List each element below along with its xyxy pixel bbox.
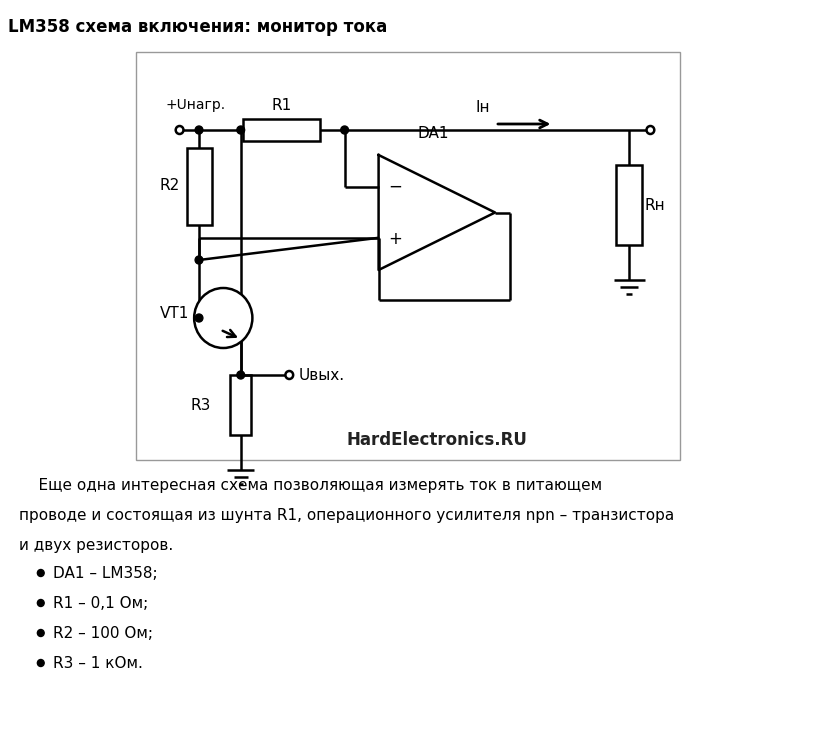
Text: Rн: Rн: [645, 198, 666, 213]
Text: +: +: [389, 230, 402, 248]
Circle shape: [38, 599, 44, 607]
Circle shape: [195, 256, 203, 264]
Circle shape: [38, 660, 44, 667]
Text: LM358 схема включения: монитор тока: LM358 схема включения: монитор тока: [8, 18, 387, 36]
Text: +Uнагр.: +Uнагр.: [165, 98, 225, 112]
Circle shape: [285, 371, 294, 379]
Circle shape: [237, 126, 244, 134]
Bar: [616, 165, 641, 245]
Text: проводе и состоящая из шунта R1, операционного усилителя npn – транзистора: проводе и состоящая из шунта R1, операци…: [19, 508, 675, 523]
Bar: [188, 148, 212, 225]
Text: DA1 – LM358;: DA1 – LM358;: [53, 566, 158, 581]
Text: DA1: DA1: [418, 126, 449, 141]
Circle shape: [341, 126, 349, 134]
Circle shape: [38, 569, 44, 577]
Text: R2: R2: [159, 178, 179, 193]
Text: R1 – 0,1 Ом;: R1 – 0,1 Ом;: [53, 596, 148, 611]
Circle shape: [38, 629, 44, 637]
Text: R3 – 1 кОм.: R3 – 1 кОм.: [53, 656, 143, 671]
Text: Uвых.: Uвых.: [299, 368, 345, 383]
Text: HardElectronics.RU: HardElectronics.RU: [346, 431, 527, 449]
Text: R2 – 100 Ом;: R2 – 100 Ом;: [53, 626, 153, 641]
Circle shape: [195, 126, 203, 134]
Circle shape: [237, 371, 244, 379]
Text: Еще одна интересная схема позволяющая измерять ток в питающем: Еще одна интересная схема позволяющая из…: [19, 478, 602, 493]
Circle shape: [646, 126, 655, 134]
Circle shape: [194, 288, 253, 348]
Text: и двух резисторов.: и двух резисторов.: [19, 538, 173, 553]
Text: VT1: VT1: [160, 306, 189, 321]
Text: R1: R1: [272, 97, 292, 112]
Bar: [136, 52, 680, 460]
Bar: [243, 119, 320, 141]
Text: Iн: Iн: [475, 100, 490, 115]
Bar: [230, 375, 251, 435]
Text: R3: R3: [190, 398, 211, 413]
Text: −: −: [389, 178, 402, 195]
Circle shape: [176, 126, 183, 134]
Circle shape: [195, 314, 203, 322]
